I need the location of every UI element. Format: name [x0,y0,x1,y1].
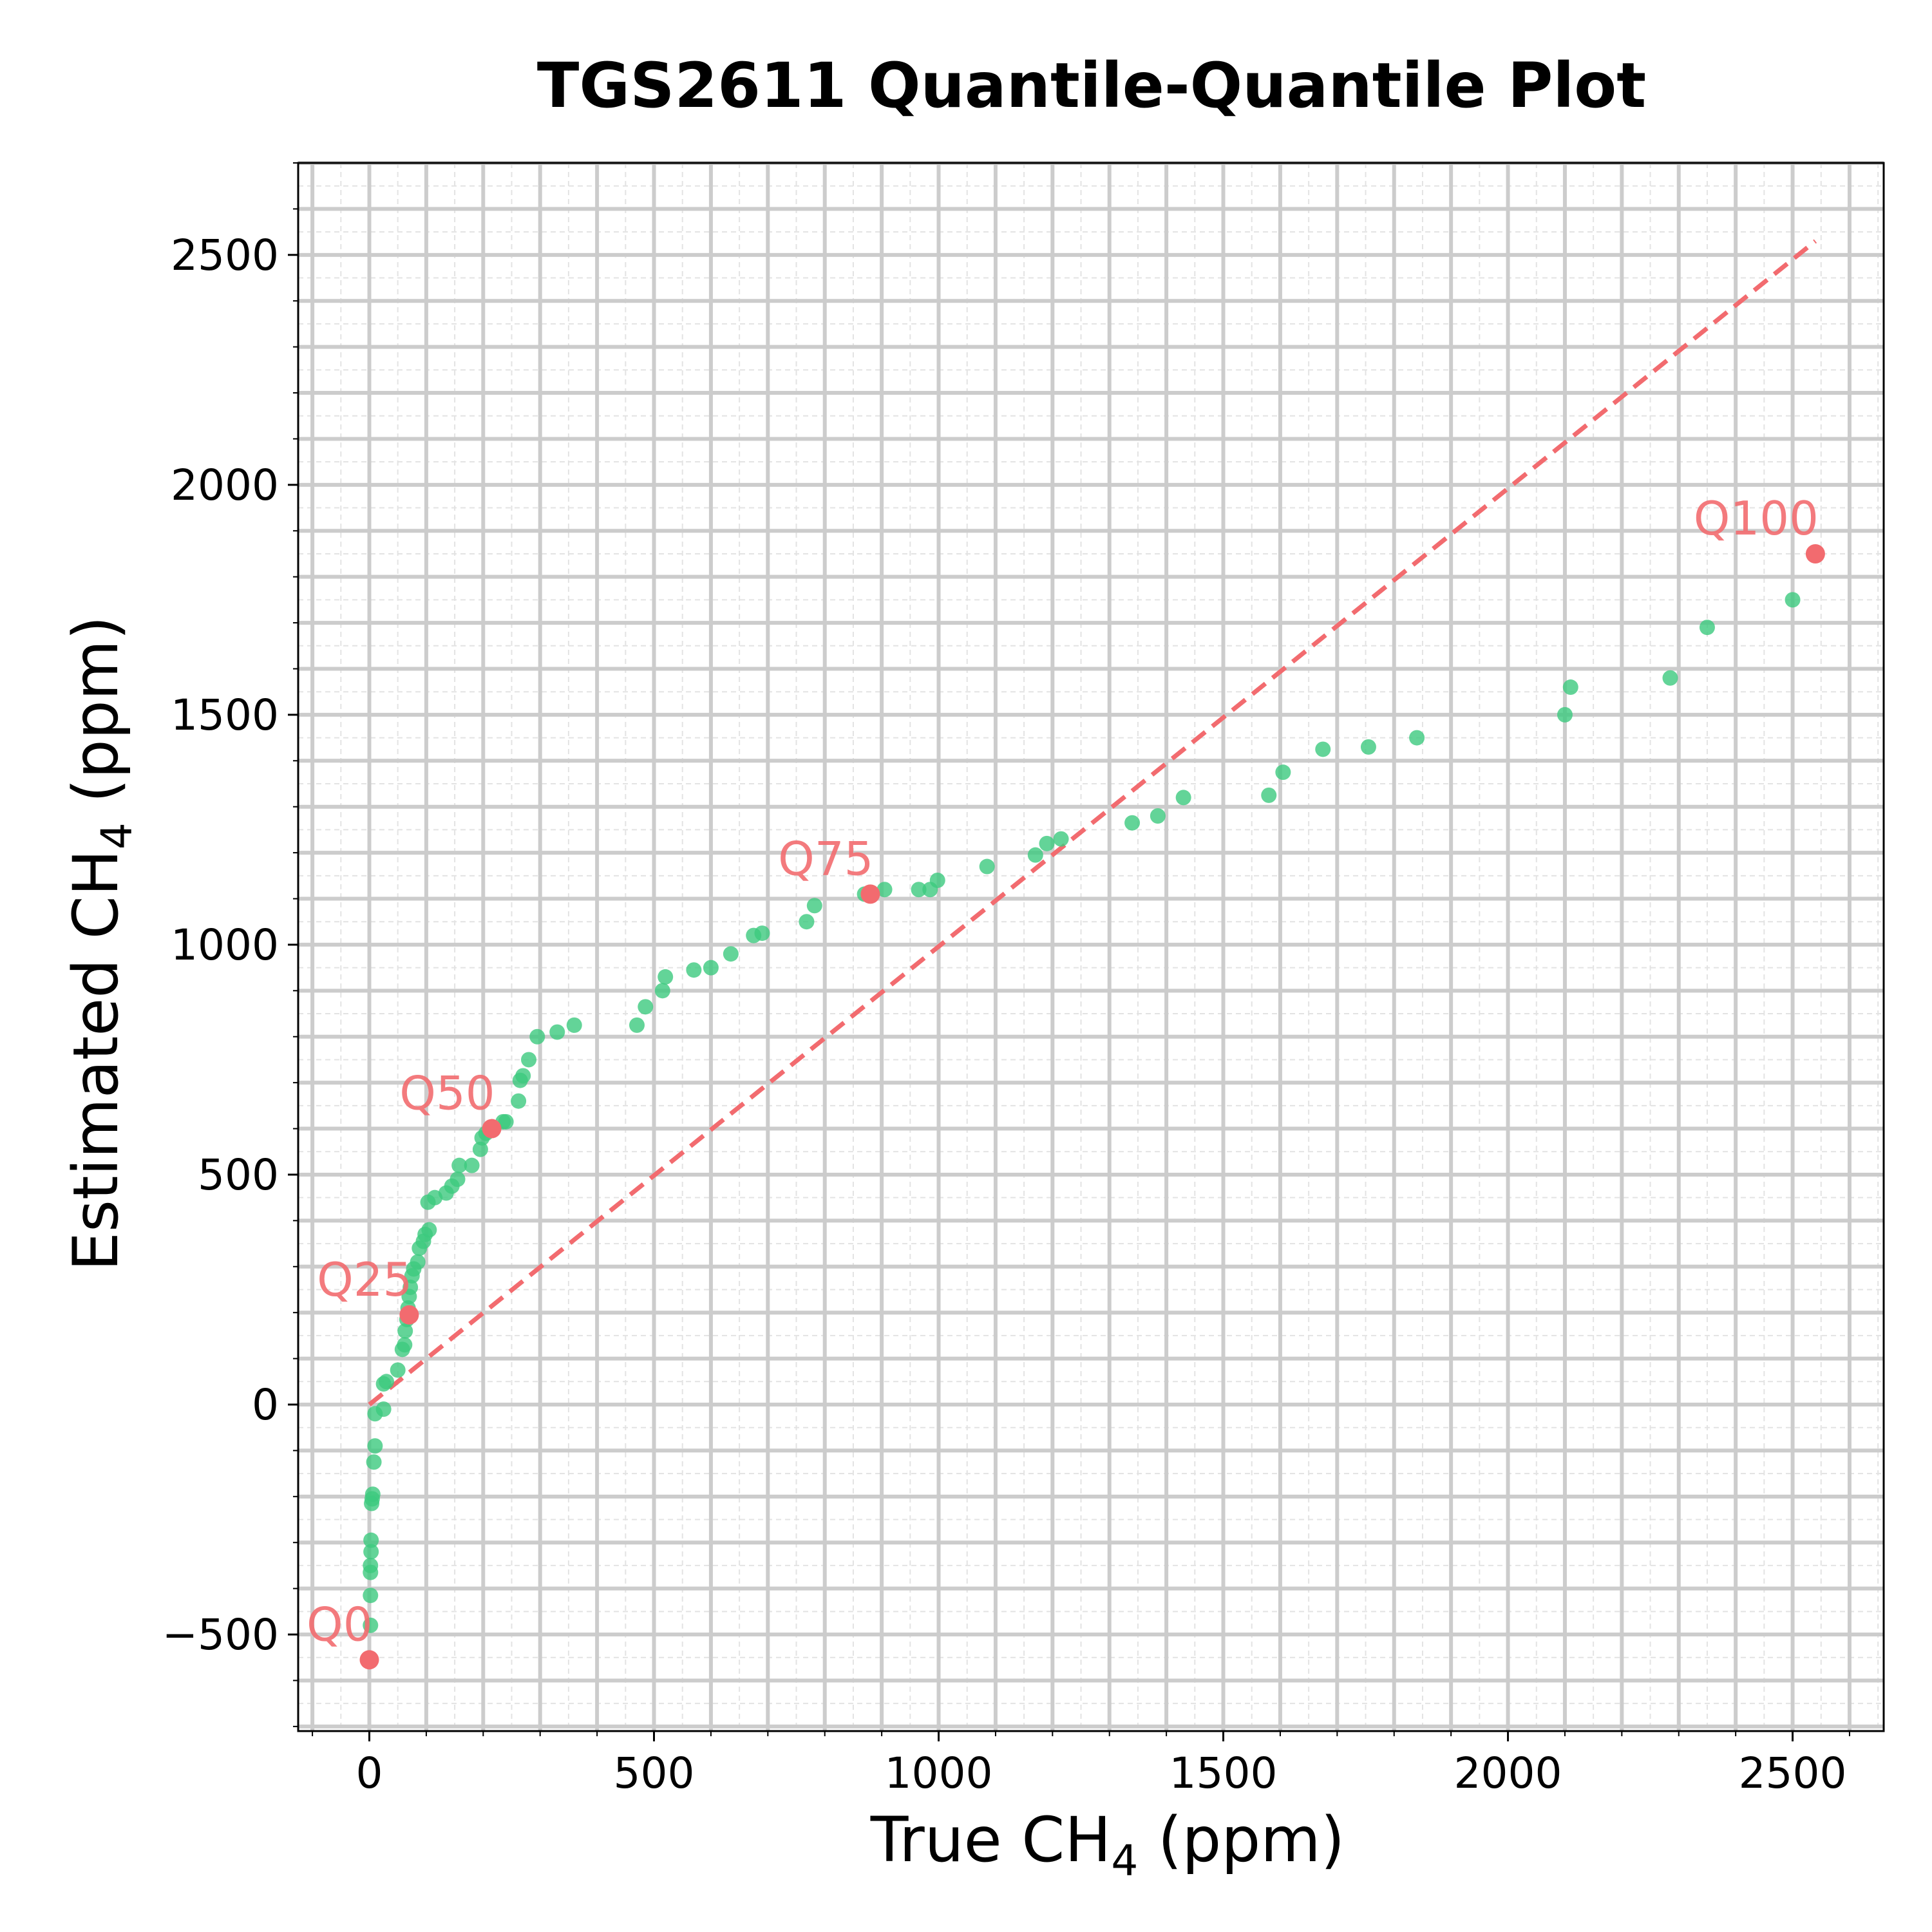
data-point [1039,835,1055,851]
y-axis-label-main: Estimated CH [60,849,132,1271]
data-point [1699,620,1715,636]
x-tick-label: 0 [356,1748,383,1798]
reference-line [368,239,1817,1406]
data-point [397,1337,413,1353]
y-axis-label: Estimated CH4 (ppm) [60,616,142,1271]
quantile-label: Q50 [399,1066,495,1121]
y-tick-label: 0 [252,1380,279,1430]
data-point [498,1113,514,1130]
data-point [1275,764,1291,781]
quantile-point [359,1650,379,1670]
data-point [1785,592,1801,608]
data-point [365,1486,381,1502]
data-point [1175,790,1191,806]
quantile-label: Q0 [307,1597,372,1651]
plot-frame [297,162,1885,1732]
data-point [1557,706,1573,723]
y-tick-label: 2500 [171,231,279,280]
quantile-point [860,884,880,904]
x-axis-ticks: 0 500 1000 1500 2000 2500 [312,1731,1850,1798]
x-axis-label-subscript: 4 [1111,1836,1138,1886]
data-point [1315,741,1331,757]
data-point [363,1587,379,1604]
data-point [450,1171,466,1188]
data-point [654,983,670,999]
data-point [638,999,654,1015]
data-point [1053,831,1069,847]
x-axis-label: True CH4 (ppm) [870,1804,1345,1886]
data-point [1562,679,1578,696]
data-point [1124,815,1141,831]
quantile-label: Q25 [317,1253,412,1307]
data-point [363,1617,379,1633]
x-tick-label: 2500 [1739,1748,1847,1798]
data-point [390,1362,406,1378]
data-point [911,882,927,898]
data-point [421,1222,437,1238]
data-point [1261,787,1277,803]
quantile-label: Q75 [778,831,873,886]
data-point [521,1052,537,1068]
y-tick-label: 500 [198,1150,279,1200]
data-point [658,969,674,985]
data-point [1360,739,1376,755]
quantile-label: Q100 [1694,491,1819,545]
x-tick-label: 2000 [1454,1748,1562,1798]
data-point [1409,730,1425,746]
data-point [464,1157,480,1173]
data-point [366,1454,382,1470]
data-point [1662,670,1678,686]
data-point [929,872,945,888]
y-tick-label: 2000 [171,460,279,510]
major-grid [298,161,1884,1731]
data-point [723,946,739,962]
data-point [363,1532,379,1548]
chart-title: TGS2611 Quantile-Quantile Plot [537,50,1646,122]
quantile-markers: Q0 Q25 Q50 Q75 Q100 [307,491,1825,1670]
data-point [379,1374,395,1390]
x-axis-label-unit: (ppm) [1138,1804,1345,1876]
data-point [397,1323,413,1339]
data-point [876,882,893,898]
data-point [529,1028,545,1045]
quantile-point [482,1119,502,1139]
x-tick-label: 1000 [885,1748,993,1798]
data-point [806,898,822,914]
data-point [402,1279,419,1295]
y-axis-ticks: −500 0 500 1000 1500 2000 2500 [162,162,298,1727]
data-point [1027,847,1043,863]
data-point [511,1093,527,1109]
x-axis-label-main: True CH [870,1804,1112,1876]
quantile-point [1805,544,1825,564]
data-point [410,1254,426,1270]
data-point [363,1557,379,1573]
data-point [799,914,815,930]
y-axis-label-subscript: 4 [92,822,142,849]
data-point [375,1401,392,1417]
data-point [629,1017,645,1033]
y-tick-label: 1000 [171,920,279,970]
data-point [363,1544,379,1560]
data-point [703,960,719,976]
minor-grid [298,163,1884,1731]
data-point [566,1017,582,1033]
data-point [549,1024,565,1040]
data-point [367,1438,383,1454]
data-point [1150,808,1166,824]
data-point [515,1068,531,1084]
y-axis-label-unit: (ppm) [60,616,132,822]
y-tick-label: −500 [162,1610,279,1660]
x-tick-label: 1500 [1170,1748,1278,1798]
data-point [754,925,770,942]
data-point [686,962,702,978]
x-tick-label: 500 [614,1748,695,1798]
quantile-point [399,1305,419,1325]
data-point [451,1157,468,1173]
y-tick-label: 1500 [171,690,279,740]
data-point [979,858,995,875]
data-point [472,1141,488,1157]
